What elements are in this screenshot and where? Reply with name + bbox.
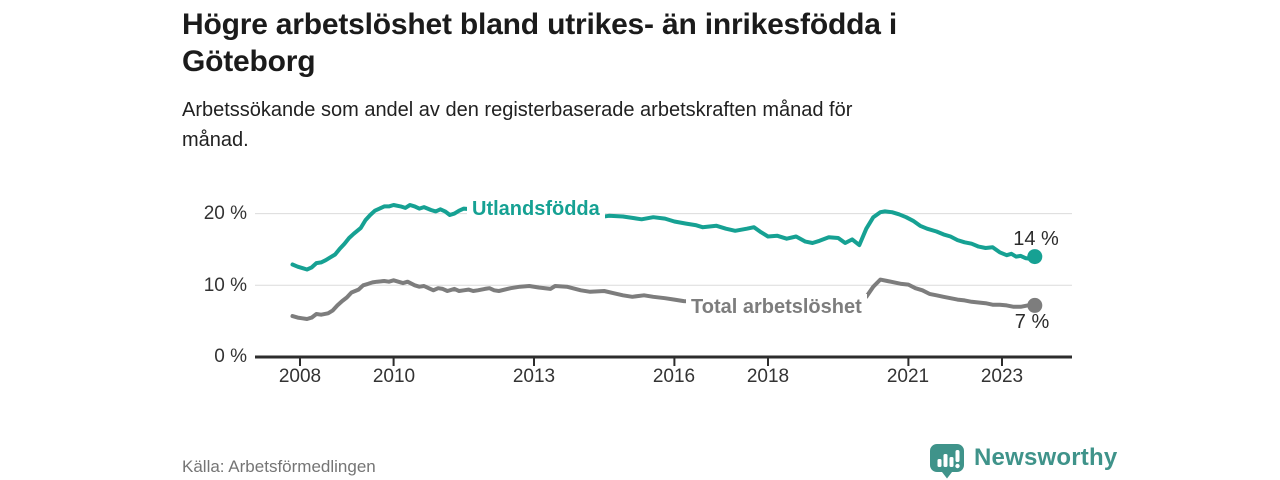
x-axis-tick-label: 2016 [652,366,696,387]
series-label-utlandsfodda: Utlandsfödda [467,196,605,222]
y-axis-tick-label: 10 % [203,275,247,296]
source-note: Källa: Arbetsförmedlingen [182,457,376,476]
y-axis-tick-label: 20 % [203,203,247,224]
newsworthy-logo: Newsworthy [927,440,1127,480]
x-axis-tick-label: 2010 [372,366,416,387]
newsworthy-logo-text: Newsworthy [974,444,1118,471]
chart-subtitle-line2: månad. [182,129,249,151]
chart-subtitle: Arbetssökande som andel av den registerb… [182,95,1102,155]
page-title-line1: Högre arbetslöshet bland utrikes- än inr… [182,8,897,41]
y-axis-tick-label: 0 % [214,346,247,367]
page-title: Högre arbetslöshet bland utrikes- än inr… [182,6,1132,80]
series-label-total-arbetsloshet: Total arbetslöshet [686,294,867,320]
newsworthy-logo-icon [930,444,964,479]
end-value-label-utlandsfodda: 14 % [1013,228,1059,250]
chart-subtitle-line1: Arbetssökande som andel av den registerb… [182,99,853,121]
end-value-label-total-arbetsloshet: 7 % [1014,311,1050,333]
x-axis-tick-label: 2018 [746,366,790,387]
x-axis-tick-label: 2013 [512,366,556,387]
page-title-line2: Göteborg [182,45,316,78]
x-axis-tick-label: 2023 [980,366,1024,387]
x-axis-tick-label: 2008 [278,366,322,387]
x-axis-tick-label: 2021 [886,366,930,387]
